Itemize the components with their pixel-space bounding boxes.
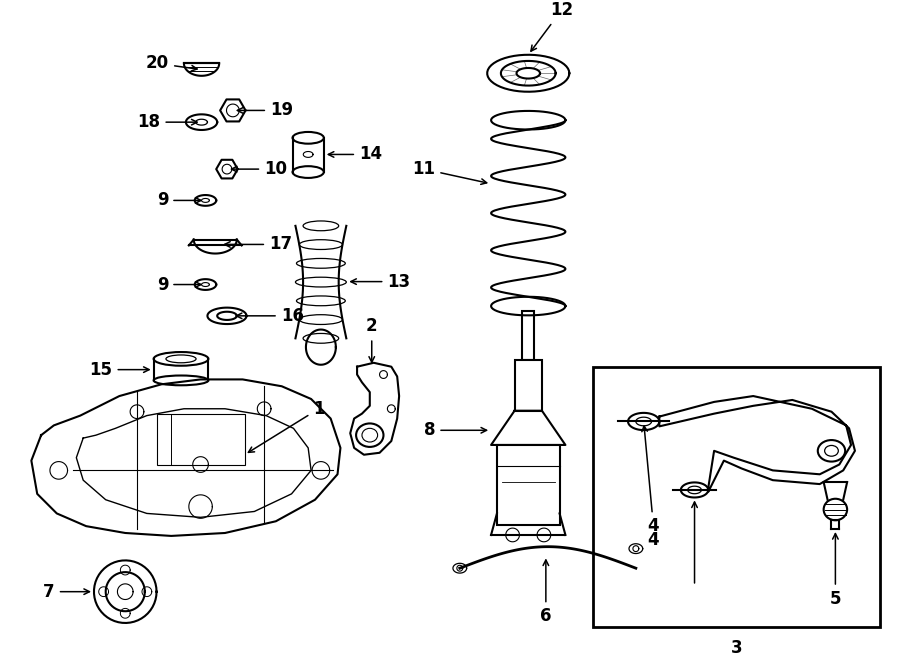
Text: 16: 16 <box>237 307 304 325</box>
Bar <box>157 414 245 465</box>
Text: 10: 10 <box>231 160 287 178</box>
Ellipse shape <box>818 440 845 461</box>
Text: 14: 14 <box>328 145 382 163</box>
Text: 7: 7 <box>43 583 89 601</box>
Text: 4: 4 <box>648 531 660 549</box>
Text: 6: 6 <box>540 560 552 625</box>
Text: 11: 11 <box>412 160 487 184</box>
Bar <box>515 360 542 410</box>
Text: 9: 9 <box>157 192 201 210</box>
Text: 20: 20 <box>146 54 197 73</box>
Text: 3: 3 <box>731 639 742 656</box>
Text: 1: 1 <box>248 400 325 452</box>
Ellipse shape <box>824 499 847 520</box>
Text: 2: 2 <box>366 317 378 362</box>
Text: 17: 17 <box>225 235 292 253</box>
Text: 18: 18 <box>138 113 197 131</box>
Ellipse shape <box>154 375 209 385</box>
Text: 19: 19 <box>238 101 293 120</box>
Bar <box>522 311 534 360</box>
Text: 4: 4 <box>642 426 660 535</box>
Text: 12: 12 <box>531 1 573 51</box>
Text: 15: 15 <box>89 361 149 379</box>
Bar <box>593 367 880 627</box>
Bar <box>497 445 560 525</box>
Ellipse shape <box>154 352 209 366</box>
Ellipse shape <box>292 132 324 143</box>
Text: 9: 9 <box>157 276 201 293</box>
Text: 5: 5 <box>830 533 842 607</box>
Ellipse shape <box>292 166 324 178</box>
Text: 13: 13 <box>351 272 410 291</box>
Text: 8: 8 <box>424 421 487 440</box>
